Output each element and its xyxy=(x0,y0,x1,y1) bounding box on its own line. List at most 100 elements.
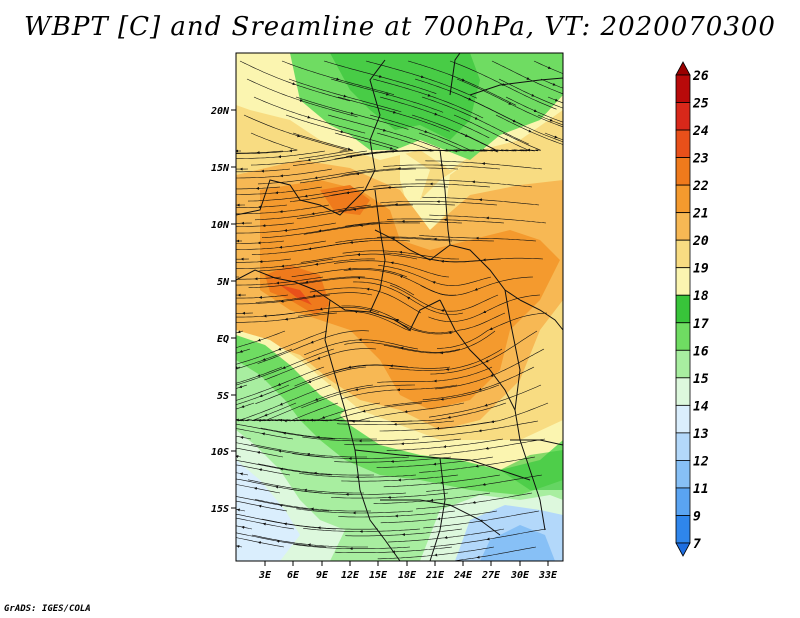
streamline-arrow xyxy=(282,366,286,369)
colorbar-label: 15 xyxy=(693,372,709,387)
colorbar-swatch xyxy=(675,212,691,241)
lat-tick-10n: 10N xyxy=(211,220,236,231)
colorbar-label: 16 xyxy=(693,344,709,359)
streamline-arrow xyxy=(307,115,311,119)
colorbar-swatch xyxy=(675,294,691,324)
wbpt-shading xyxy=(236,53,563,561)
colorbar-label: 18 xyxy=(693,289,709,304)
streamline-arrow xyxy=(314,397,319,401)
streamline-arrow xyxy=(434,112,438,116)
streamline-arrow xyxy=(347,147,352,151)
svg-text:24E: 24E xyxy=(453,570,473,581)
streamline-arrow xyxy=(552,82,556,86)
streamline-arrow xyxy=(259,394,263,398)
svg-text:20N: 20N xyxy=(210,106,230,117)
streamline-arrow xyxy=(490,373,494,377)
svg-text:21E: 21E xyxy=(425,570,445,581)
svg-text:6E: 6E xyxy=(287,570,300,581)
streamline-arrow xyxy=(343,94,347,98)
streamline-arrow xyxy=(505,138,509,141)
colorbar-swatch xyxy=(675,349,691,379)
svg-text:18E: 18E xyxy=(398,570,417,581)
streamline-arrow xyxy=(474,287,478,291)
colorbar-swatch xyxy=(675,487,691,516)
streamline-arrow xyxy=(262,357,266,361)
streamline-arrow xyxy=(354,387,359,391)
streamline-arrow xyxy=(307,380,312,383)
streamline-arrow xyxy=(395,318,399,322)
lat-axis: 20N 15N 10N 5N EQ 5S 10S 15S xyxy=(210,106,236,515)
colorbar-swatch xyxy=(675,102,691,131)
lon-tick-9e: 9E xyxy=(316,561,329,581)
streamline-arrow xyxy=(400,346,404,350)
colorbar-label: 25 xyxy=(692,97,709,112)
streamline-arrow xyxy=(277,382,281,386)
streamline-arrow xyxy=(533,109,538,112)
svg-text:15E: 15E xyxy=(369,570,388,581)
colorbar-swatch xyxy=(675,432,691,461)
streamline-arrow xyxy=(241,405,245,408)
colorbar-label: 17 xyxy=(693,317,709,332)
svg-text:3E: 3E xyxy=(258,570,272,581)
streamline-arrow xyxy=(547,66,552,69)
colorbar-top-arrow xyxy=(675,61,691,76)
lat-tick-5n: 5N xyxy=(217,277,236,288)
colorbar: 26 25 24 23 22 21 20 19 18 17 16 15 14 13 12 11 9 7 xyxy=(675,61,709,557)
colorbar-label: 11 xyxy=(693,482,709,497)
country-borders xyxy=(236,53,563,561)
streamline-arrow xyxy=(292,82,296,86)
colorbar-swatch xyxy=(675,515,691,544)
streamline-arrow xyxy=(392,110,397,114)
streamline-arrow xyxy=(378,74,383,78)
svg-text:12E: 12E xyxy=(341,570,360,581)
lat-tick-10s: 10S xyxy=(211,447,236,458)
streamline-arrow xyxy=(362,409,366,413)
streamline-arrow xyxy=(350,111,354,115)
lon-tick-6e: 6E xyxy=(287,561,300,581)
colorbar-label: 19 xyxy=(693,262,709,277)
streamline-arrow xyxy=(239,349,243,353)
streamline-arrow xyxy=(448,331,452,334)
streamline-arrow xyxy=(489,327,493,330)
streamlines xyxy=(236,60,563,561)
colorbar-swatch xyxy=(675,460,691,489)
streamline-arrow xyxy=(299,98,304,102)
streamline-arrow xyxy=(482,310,487,314)
streamline-arrow xyxy=(262,522,266,526)
streamline-arrow xyxy=(508,101,512,105)
colorbar-swatch xyxy=(675,184,691,214)
streamline-arrow xyxy=(382,128,387,132)
streamline-arrow xyxy=(257,541,262,545)
streamline-arrow xyxy=(336,77,340,81)
svg-text:EQ: EQ xyxy=(217,334,229,345)
lon-tick-24e: 24E xyxy=(453,561,473,581)
lon-tick-27e: 27E xyxy=(481,561,501,581)
svg-text:30E: 30E xyxy=(510,570,530,581)
colorbar-swatch xyxy=(675,404,691,434)
streamline-arrow xyxy=(340,130,344,134)
streamline-arrow xyxy=(236,544,240,548)
streamline-arrow xyxy=(385,92,390,96)
streamline-arrow xyxy=(554,98,559,102)
streamline-arrow xyxy=(406,296,411,300)
svg-text:5N: 5N xyxy=(217,277,230,288)
streamline-arrow xyxy=(277,347,282,351)
streamline-arrow xyxy=(317,356,321,360)
streamline-arrow xyxy=(297,134,301,138)
streamline-arrow xyxy=(427,93,431,97)
streamline-arrow xyxy=(485,359,489,363)
streamline-arrow xyxy=(464,134,469,137)
streamline-arrow xyxy=(474,116,479,120)
colorbar-label: 26 xyxy=(692,69,709,84)
lon-tick-33e: 33E xyxy=(538,561,558,581)
colorbar-bottom-arrow xyxy=(675,542,691,557)
streamline-arrow xyxy=(253,487,258,490)
svg-text:15S: 15S xyxy=(211,504,229,515)
lat-tick-5s: 5S xyxy=(217,391,236,402)
streamline-arrow xyxy=(279,402,283,406)
streamline-arrow xyxy=(264,413,268,417)
lon-axis: 3E 6E 9E 12E 15E 18E 21E 24E 27E 30E 33E xyxy=(258,561,558,581)
streamline-arrow xyxy=(528,129,532,133)
streamline-arrow xyxy=(389,146,394,150)
